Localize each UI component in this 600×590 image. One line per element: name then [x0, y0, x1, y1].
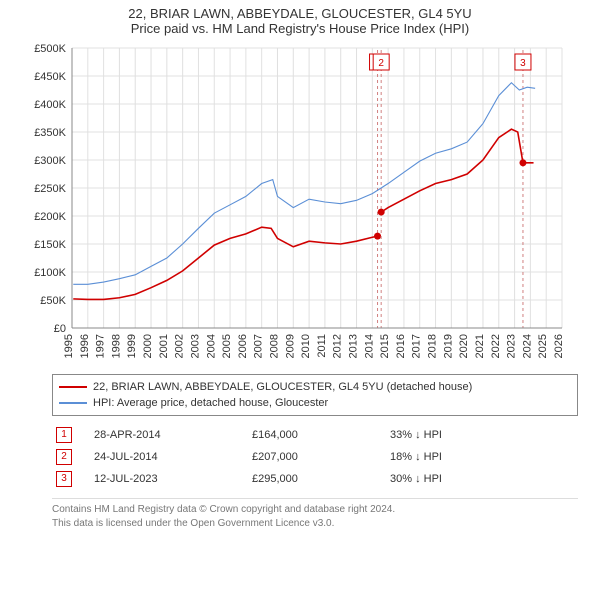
page-subtitle: Price paid vs. HM Land Registry's House …: [10, 21, 590, 36]
x-axis-label: 2025: [537, 334, 549, 358]
x-axis-label: 2014: [363, 334, 375, 358]
x-axis-label: 2007: [253, 334, 265, 358]
x-axis-label: 1997: [95, 334, 107, 358]
tx-date: 12-JUL-2023: [90, 468, 248, 490]
x-axis-label: 2026: [553, 334, 565, 358]
x-axis-label: 2010: [300, 334, 312, 358]
x-axis-label: 2006: [237, 334, 249, 358]
legend-row: 22, BRIAR LAWN, ABBEYDALE, GLOUCESTER, G…: [59, 379, 571, 395]
tx-marker: 2: [378, 58, 384, 69]
x-axis-label: 2008: [268, 334, 280, 358]
tx-delta: 18% ↓ HPI: [386, 446, 578, 468]
tx-price: £207,000: [248, 446, 386, 468]
y-axis-label: £250K: [34, 183, 66, 195]
x-axis-label: 2020: [458, 334, 470, 358]
x-axis-label: 2001: [158, 334, 170, 358]
x-axis-label: 2018: [427, 334, 439, 358]
footnote-line: Contains HM Land Registry data © Crown c…: [52, 503, 578, 517]
x-axis-label: 1998: [110, 334, 122, 358]
x-axis-label: 1999: [126, 334, 138, 358]
tx-date: 28-APR-2014: [90, 424, 248, 446]
tx-date: 24-JUL-2014: [90, 446, 248, 468]
y-axis-label: £300K: [34, 155, 66, 167]
x-axis-label: 2005: [221, 334, 233, 358]
tx-marker: 1: [56, 427, 72, 443]
tx-price: £295,000: [248, 468, 386, 490]
x-axis-label: 2015: [379, 334, 391, 358]
y-axis-label: £0: [54, 323, 66, 335]
x-axis-label: 2002: [174, 334, 186, 358]
x-axis-label: 2017: [411, 334, 423, 358]
y-axis-label: £100K: [34, 267, 66, 279]
y-axis-label: £200K: [34, 211, 66, 223]
tx-delta: 33% ↓ HPI: [386, 424, 578, 446]
x-axis-label: 2000: [142, 334, 154, 358]
table-row: 2 24-JUL-2014£207,00018% ↓ HPI: [52, 446, 578, 468]
legend-label: HPI: Average price, detached house, Glou…: [93, 397, 328, 409]
x-axis-label: 2021: [474, 334, 486, 358]
y-axis-label: £500K: [34, 43, 66, 55]
x-axis-label: 2009: [284, 334, 296, 358]
legend-swatch: [59, 386, 87, 388]
y-axis-label: £350K: [34, 127, 66, 139]
page-title: 22, BRIAR LAWN, ABBEYDALE, GLOUCESTER, G…: [10, 6, 590, 21]
x-axis-label: 2012: [332, 334, 344, 358]
y-axis-label: £50K: [40, 295, 66, 307]
footnote: Contains HM Land Registry data © Crown c…: [52, 498, 578, 530]
y-axis-label: £150K: [34, 239, 66, 251]
footnote-line: This data is licensed under the Open Gov…: [52, 517, 578, 531]
x-axis-label: 1996: [79, 334, 91, 358]
x-axis-label: 2013: [348, 334, 360, 358]
chart-svg: £0 £50K £100K £150K £200K £250K £300K £350K £400…: [20, 38, 580, 368]
tx-delta: 30% ↓ HPI: [386, 468, 578, 490]
table-row: 1 28-APR-2014£164,00033% ↓ HPI: [52, 424, 578, 446]
tx-marker: 2: [56, 449, 72, 465]
legend-swatch: [59, 402, 87, 404]
x-axis-label: 2003: [189, 334, 201, 358]
x-axis-label: 2024: [521, 334, 533, 358]
x-axis-label: 2011: [316, 334, 328, 358]
tx-price: £164,000: [248, 424, 386, 446]
x-axis-label: 2019: [442, 334, 454, 358]
x-axis-label: 2016: [395, 334, 407, 358]
transactions-table: 1 28-APR-2014£164,00033% ↓ HPI 2 24-JUL-201…: [52, 424, 578, 490]
legend-row: HPI: Average price, detached house, Glou…: [59, 395, 571, 411]
y-axis-label: £450K: [34, 71, 66, 83]
tx-marker: 3: [56, 471, 72, 487]
x-axis-label: 2023: [506, 334, 518, 358]
price-chart: £0 £50K £100K £150K £200K £250K £300K £350K £400…: [20, 38, 580, 368]
legend: 22, BRIAR LAWN, ABBEYDALE, GLOUCESTER, G…: [52, 374, 578, 416]
y-axis-label: £400K: [34, 99, 66, 111]
x-axis-label: 1995: [63, 334, 75, 358]
tx-marker: 3: [520, 58, 526, 69]
x-axis-label: 2022: [490, 334, 502, 358]
table-row: 3 12-JUL-2023£295,00030% ↓ HPI: [52, 468, 578, 490]
x-axis-label: 2004: [205, 334, 217, 358]
legend-label: 22, BRIAR LAWN, ABBEYDALE, GLOUCESTER, G…: [93, 381, 472, 393]
